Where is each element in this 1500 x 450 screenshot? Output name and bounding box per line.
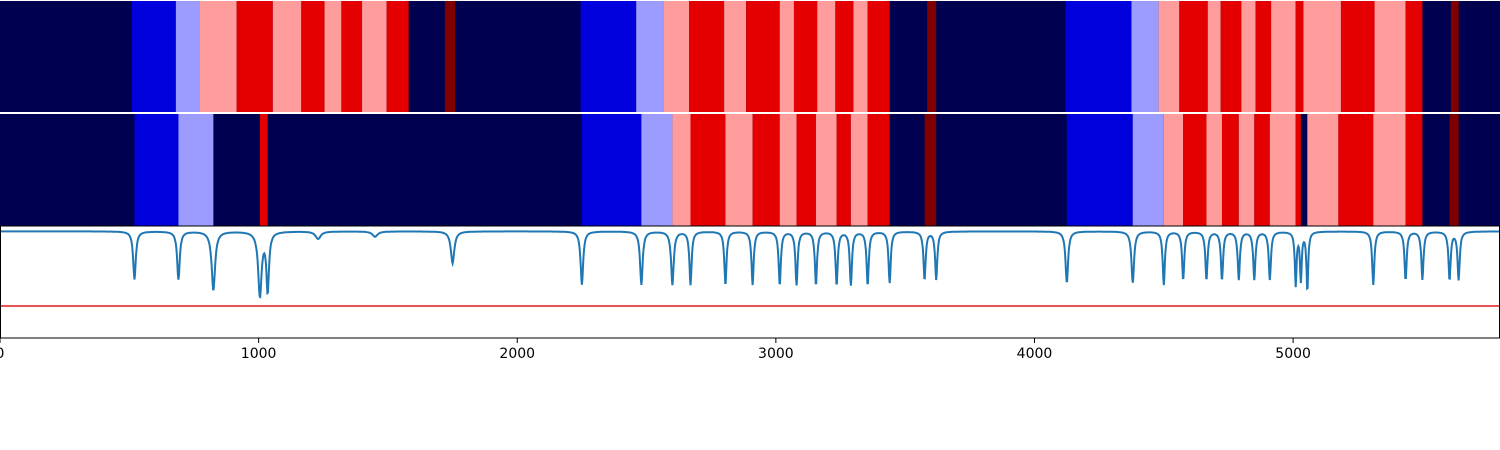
heatmap-segment [199, 1, 237, 112]
heatmap-segment [1340, 1, 1375, 112]
heatmap-segment [362, 1, 387, 112]
heatmap-segment [836, 114, 851, 226]
heatmap-segment [636, 1, 664, 112]
line-plot-panel [0, 225, 1500, 339]
x-tick-label: 1000 [241, 346, 277, 362]
heatmap-segment [1374, 1, 1406, 112]
heatmap-segment [1238, 114, 1255, 226]
heatmap-segment [1220, 1, 1242, 112]
x-tick-label: 2000 [499, 346, 535, 362]
heatmap-segment [1206, 114, 1222, 226]
x-tick-label: 0 [0, 346, 4, 362]
heatmap-segment [779, 1, 794, 112]
heatmap-segment [689, 1, 725, 112]
heatmap-segment [1179, 1, 1208, 112]
heatmap-segment [1158, 1, 1180, 112]
heatmap-segment [927, 1, 937, 112]
heatmap-segment [1183, 114, 1207, 226]
x-tick-label: 4000 [1017, 346, 1053, 362]
x-tick-label: 3000 [758, 346, 794, 362]
heatmap-segment [1303, 1, 1341, 112]
heatmap-track-top [0, 1, 1500, 112]
heatmap-segment [672, 114, 691, 226]
heatmap-segment [386, 1, 409, 112]
heatmap-segment [1163, 114, 1184, 226]
heatmap-segment [853, 1, 868, 112]
heatmap-segment [1373, 114, 1406, 226]
heatmap-segment [817, 1, 836, 112]
x-tick-label: 5000 [1275, 346, 1311, 362]
heatmap-segment [341, 1, 363, 112]
heatmap-segment [835, 1, 854, 112]
x-axis: 0 1000 2000 3000 4000 5000 [0, 338, 1311, 362]
heatmap-segment [444, 1, 456, 112]
heatmap-segment [301, 1, 325, 112]
heatmap-segment [1241, 1, 1256, 112]
heatmap-segment [178, 114, 214, 226]
heatmap-track-middle [0, 114, 1500, 226]
heatmap-segment [1255, 1, 1272, 112]
heatmap-segment [1450, 1, 1459, 112]
heatmap-segment [236, 1, 273, 112]
heatmap-segment [1271, 1, 1296, 112]
heatmap-segment [1221, 114, 1239, 226]
heatmap-segment [752, 114, 780, 226]
heatmap-segment [134, 114, 179, 226]
heatmap-segment [1131, 1, 1159, 112]
heatmap-segment [1269, 114, 1296, 226]
heatmap-segment [324, 1, 342, 112]
heatmap-segment [663, 1, 690, 112]
heatmap-segment [724, 1, 747, 112]
heatmap-segment [581, 114, 642, 226]
heatmap-segment [1338, 114, 1374, 226]
heatmap-segment [746, 1, 780, 112]
heatmap-segment [1254, 114, 1270, 226]
heatmap-segment [1449, 114, 1459, 226]
heatmap-segment [272, 1, 302, 112]
heatmap-segment [131, 1, 176, 112]
heatmap-segment [1405, 114, 1423, 226]
heatmap-segment [815, 114, 837, 226]
heatmap-segment [867, 114, 890, 226]
heatmap-segment [1065, 1, 1132, 112]
heatmap-segment [690, 114, 726, 226]
heatmap-segment [1307, 114, 1339, 226]
heatmap-segment [1295, 1, 1304, 112]
heatmap-segment [850, 114, 868, 226]
heatmap-segment [580, 1, 637, 112]
heatmap-segment [175, 1, 200, 112]
series-line [0, 230, 1500, 299]
heatmap-segment [725, 114, 753, 226]
heatmap-segment [1066, 114, 1133, 226]
heatmap-segment [867, 1, 890, 112]
heatmap-segment [1405, 1, 1423, 112]
heatmap-segment [779, 114, 797, 226]
heatmap-segment [924, 114, 937, 226]
heatmap-segment [793, 1, 818, 112]
heatmap-segment [796, 114, 816, 226]
heatmap-segment [259, 114, 268, 226]
heatmap-segment [1132, 114, 1164, 226]
heatmap-segment [641, 114, 673, 226]
heatmap-segment [1207, 1, 1221, 112]
heatmap-segment [1295, 114, 1301, 226]
